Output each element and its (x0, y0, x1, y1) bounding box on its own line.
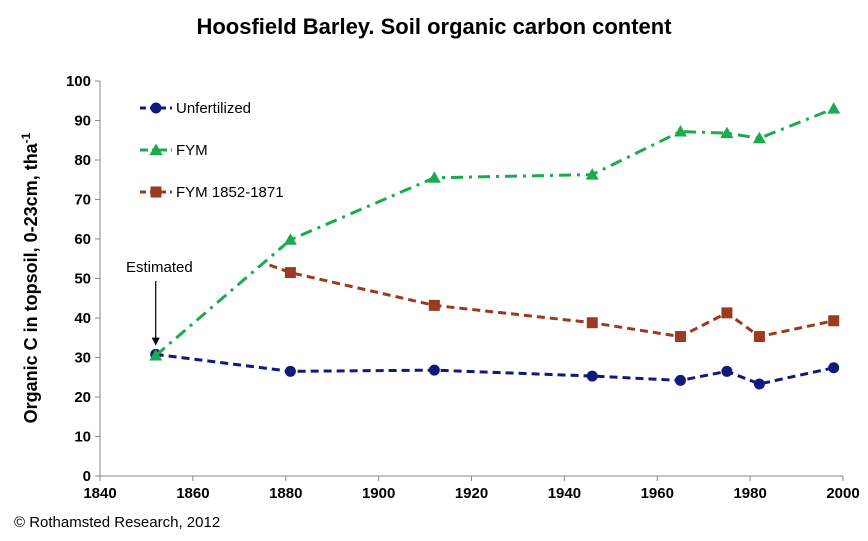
legend-marker-triangle (149, 143, 163, 155)
arrow-head-icon (151, 337, 160, 346)
x-tick-label: 1960 (641, 485, 674, 502)
data-point-triangle (752, 131, 766, 144)
y-tick-label: 100 (66, 73, 91, 90)
y-tick-label: 70 (74, 192, 91, 209)
y-axis-label: Organic C in topsoil, 0-23cm, tha-1 (19, 132, 41, 423)
copyright-text: © Rothamsted Research, 2012 (14, 514, 221, 531)
x-tick-label: 1920 (455, 485, 488, 502)
x-tick-label: 2000 (826, 485, 859, 502)
y-tick-label: 90 (74, 113, 91, 130)
series-line-2 (268, 263, 835, 339)
data-point-square (753, 331, 765, 343)
data-point-triangle (283, 233, 297, 245)
y-tick-label: 50 (74, 271, 91, 288)
y-axis-label-superscript: -1 (19, 132, 33, 143)
data-point-triangle (720, 126, 734, 139)
series-line-0 (155, 352, 835, 386)
data-point-circle (586, 370, 598, 382)
y-tick-label: 10 (74, 429, 91, 446)
y-tick-label: 40 (74, 310, 91, 327)
series-line-1 (154, 107, 835, 357)
data-point-circle (721, 365, 733, 377)
annotation-estimated: Estimated (126, 259, 193, 276)
y-tick-label: 0 (83, 468, 91, 485)
x-tick-label: 1980 (733, 485, 766, 502)
data-point-square (828, 315, 840, 327)
data-point-triangle (827, 102, 841, 114)
legend-marker-circle (150, 102, 162, 114)
y-tick-label: 30 (74, 350, 91, 367)
data-point-square (674, 331, 686, 343)
data-point-circle (284, 365, 296, 377)
data-point-circle (428, 364, 440, 376)
data-point-circle (828, 362, 840, 374)
data-point-square (721, 307, 733, 319)
x-tick-label: 1900 (362, 485, 395, 502)
data-point-square (284, 267, 296, 279)
chart-title: Hoosfield Barley. Soil organic carbon co… (196, 14, 672, 39)
data-point-triangle (149, 349, 163, 361)
x-tick-label: 1880 (269, 485, 302, 502)
x-tick-label: 1840 (83, 485, 116, 502)
y-tick-label: 20 (74, 389, 91, 406)
legend-label: FYM 1852-1871 (176, 184, 284, 201)
y-tick-label: 60 (74, 231, 91, 248)
x-tick-label: 1940 (548, 485, 581, 502)
legend-label: FYM (176, 142, 208, 159)
legend-label: Unfertilized (176, 100, 251, 117)
data-point-triangle (585, 168, 599, 180)
data-point-triangle (673, 125, 687, 137)
data-point-triangle (427, 171, 441, 183)
data-point-circle (674, 374, 686, 386)
data-point-square (428, 299, 440, 311)
data-point-circle (753, 378, 765, 390)
legend-marker-square (150, 186, 162, 198)
x-tick-label: 1860 (176, 485, 209, 502)
y-tick-label: 80 (74, 152, 91, 169)
data-point-square (586, 317, 598, 329)
